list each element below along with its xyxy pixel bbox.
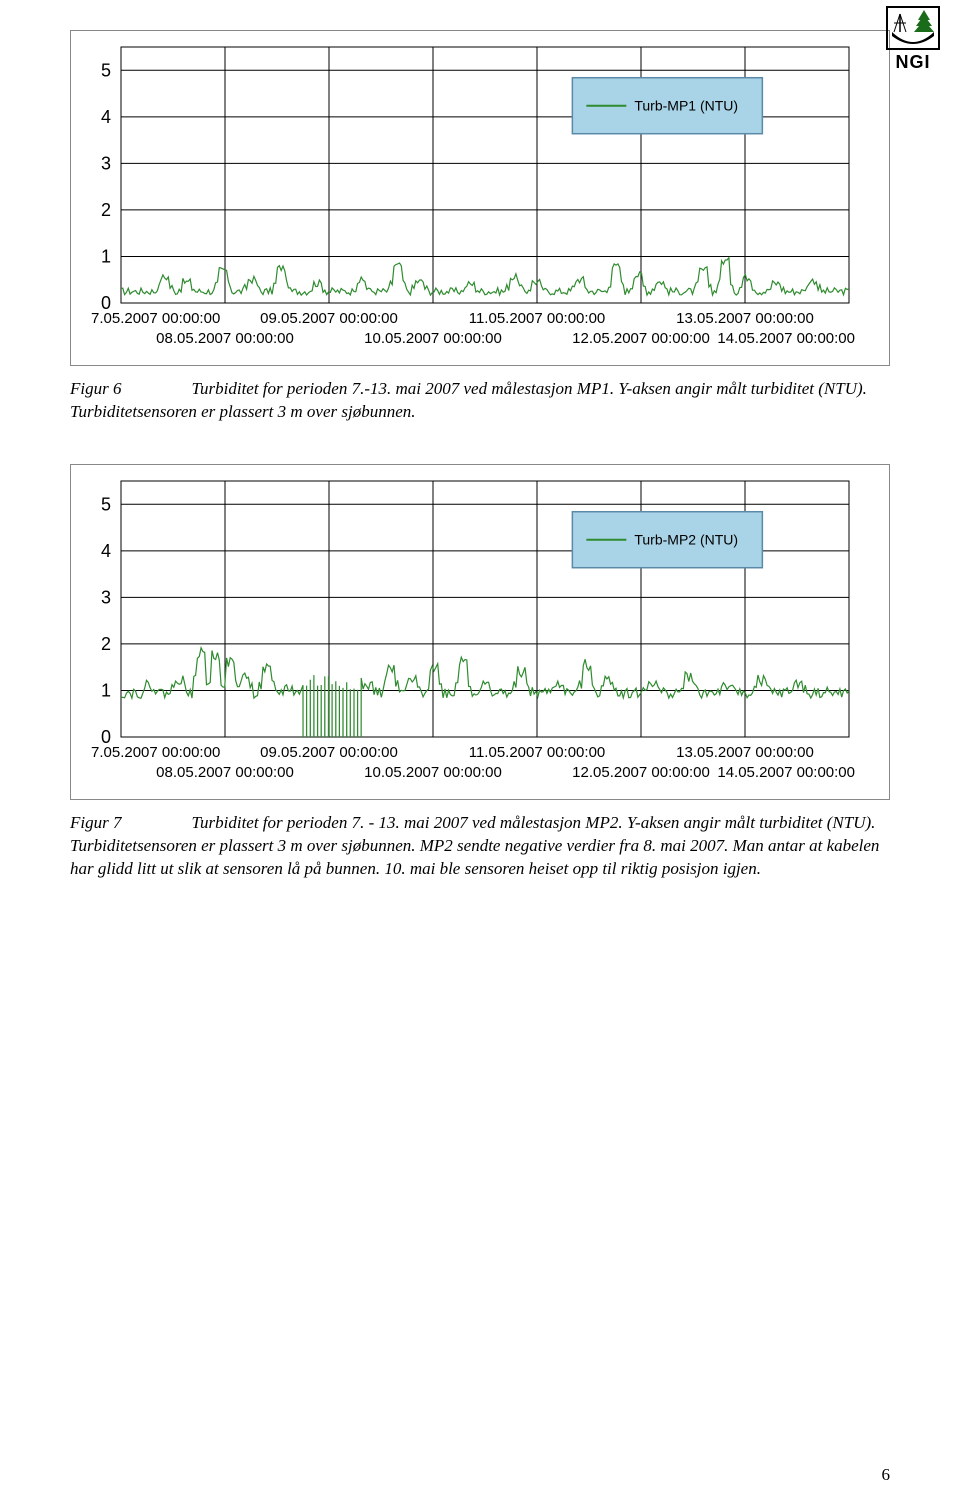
svg-text:14.05.2007 00:00:00: 14.05.2007 00:00:00 [717, 764, 855, 781]
svg-text:Turb-MP2 (NTU): Turb-MP2 (NTU) [634, 532, 738, 548]
svg-text:5: 5 [101, 494, 111, 514]
svg-text:Turb-MP1 (NTU): Turb-MP1 (NTU) [634, 98, 738, 114]
figure7-text: Turbiditet for perioden 7. - 13. mai 200… [70, 813, 879, 878]
ngi-logo: NGI [886, 6, 940, 73]
figure6-text: Turbiditet for perioden 7.-13. mai 2007 … [70, 379, 867, 421]
chart-mp1-frame: 0123457.05.2007 00:00:0008.05.2007 00:00… [70, 30, 890, 366]
svg-text:7.05.2007 00:00:00: 7.05.2007 00:00:00 [91, 310, 220, 327]
svg-text:10.05.2007 00:00:00: 10.05.2007 00:00:00 [364, 330, 502, 347]
logo-text: NGI [886, 52, 940, 73]
page-number: 6 [882, 1465, 891, 1485]
figure6-caption: Figur 6Turbiditet for perioden 7.-13. ma… [70, 378, 890, 424]
svg-text:2: 2 [101, 634, 111, 654]
svg-text:09.05.2007 00:00:00: 09.05.2007 00:00:00 [260, 744, 398, 761]
svg-text:08.05.2007 00:00:00: 08.05.2007 00:00:00 [156, 764, 294, 781]
chart-mp1: 0123457.05.2007 00:00:0008.05.2007 00:00… [81, 39, 861, 359]
svg-text:3: 3 [101, 587, 111, 607]
svg-text:2: 2 [101, 200, 111, 220]
svg-text:14.05.2007 00:00:00: 14.05.2007 00:00:00 [717, 330, 855, 347]
svg-text:3: 3 [101, 153, 111, 173]
svg-text:11.05.2007 00:00:00: 11.05.2007 00:00:00 [469, 744, 606, 761]
svg-text:11.05.2007 00:00:00: 11.05.2007 00:00:00 [469, 310, 606, 327]
svg-text:13.05.2007 00:00:00: 13.05.2007 00:00:00 [676, 744, 814, 761]
svg-text:09.05.2007 00:00:00: 09.05.2007 00:00:00 [260, 310, 398, 327]
svg-text:12.05.2007 00:00:00: 12.05.2007 00:00:00 [572, 764, 710, 781]
svg-text:7.05.2007 00:00:00: 7.05.2007 00:00:00 [91, 744, 220, 761]
figure6-label: Figur 6 [70, 379, 121, 398]
svg-text:4: 4 [101, 107, 111, 127]
chart-mp2: 0123457.05.2007 00:00:0008.05.2007 00:00… [81, 473, 861, 793]
svg-text:13.05.2007 00:00:00: 13.05.2007 00:00:00 [676, 310, 814, 327]
svg-text:08.05.2007 00:00:00: 08.05.2007 00:00:00 [156, 330, 294, 347]
figure7-label: Figur 7 [70, 813, 121, 832]
chart-mp2-frame: 0123457.05.2007 00:00:0008.05.2007 00:00… [70, 464, 890, 800]
svg-text:5: 5 [101, 60, 111, 80]
svg-text:10.05.2007 00:00:00: 10.05.2007 00:00:00 [364, 764, 502, 781]
figure7-caption: Figur 7Turbiditet for perioden 7. - 13. … [70, 812, 890, 881]
svg-text:1: 1 [101, 680, 111, 700]
svg-text:4: 4 [101, 541, 111, 561]
svg-text:1: 1 [101, 246, 111, 266]
svg-text:12.05.2007 00:00:00: 12.05.2007 00:00:00 [572, 330, 710, 347]
